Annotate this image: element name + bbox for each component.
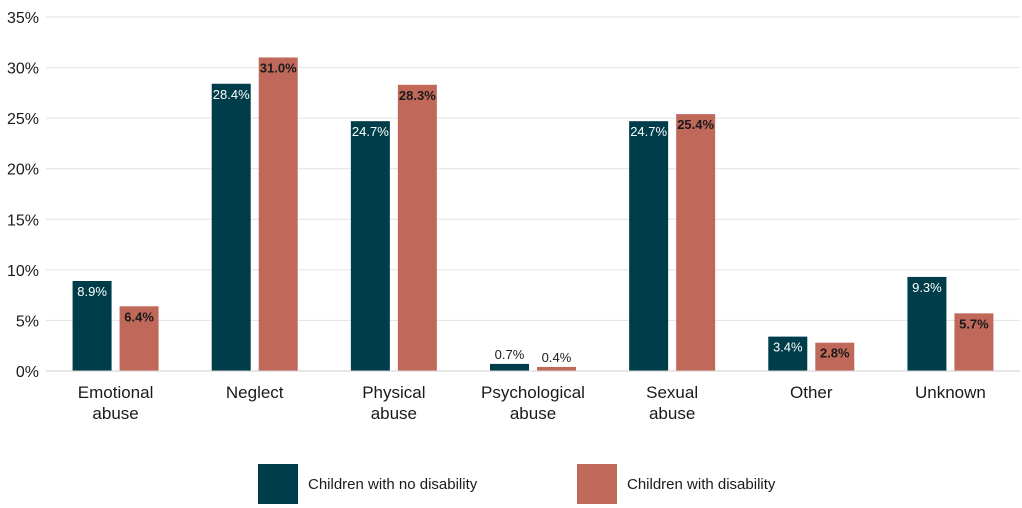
data-label: 24.7%	[352, 124, 389, 139]
bar-no-disability	[350, 121, 390, 371]
bar-with-disability	[537, 366, 576, 371]
data-label: 3.4%	[773, 340, 803, 355]
data-label: 28.3%	[399, 88, 436, 103]
x-tick-label: Psychological	[481, 383, 585, 402]
data-label: 24.7%	[630, 124, 667, 139]
legend-item-with-disability: Children with disability	[577, 464, 775, 504]
data-label: 5.7%	[959, 316, 989, 331]
y-tick-label: 20%	[7, 162, 39, 179]
bar-with-disability	[954, 313, 994, 371]
y-tick-label: 10%	[7, 263, 39, 280]
data-label: 6.4%	[124, 309, 154, 324]
y-tick-label: 15%	[7, 212, 39, 229]
y-tick-label: 35%	[7, 10, 39, 27]
x-tick-label: Sexual	[646, 383, 698, 402]
data-label: 31.0%	[260, 60, 297, 75]
data-label: 25.4%	[677, 117, 714, 132]
data-label: 9.3%	[912, 280, 942, 295]
legend-swatch-with-disability	[577, 464, 617, 504]
y-tick-label: 0%	[16, 364, 39, 381]
x-tick-label: abuse	[510, 404, 556, 423]
bar-no-disability	[768, 336, 808, 371]
y-tick-label: 30%	[7, 61, 39, 78]
x-tick-label: abuse	[649, 404, 695, 423]
bar-no-disability	[490, 363, 529, 371]
bar-with-disability	[815, 342, 855, 371]
x-tick-label: Emotional	[78, 383, 154, 402]
data-label: 2.8%	[820, 346, 850, 361]
legend-swatch-no-disability	[258, 464, 298, 504]
bar-with-disability	[119, 306, 159, 371]
bar-with-disability	[676, 114, 716, 372]
data-label: 8.9%	[77, 284, 107, 299]
bar-chart: 0% 5% 10% 15% 20% 25% 30% 35% 8.9% 6.4% Emotional a…	[7, 10, 1020, 423]
y-tick-label: 5%	[16, 313, 39, 330]
bar-with-disability	[258, 57, 298, 371]
x-tick-label: Other	[790, 383, 833, 402]
bar-no-disability	[629, 121, 669, 371]
bar-with-disability	[397, 84, 437, 371]
data-label: 28.4%	[213, 87, 250, 102]
x-tick-label: Physical	[362, 383, 425, 402]
data-label: 0.4%	[542, 350, 572, 365]
y-tick-label: 25%	[7, 111, 39, 128]
bar-no-disability	[907, 276, 947, 371]
bar-no-disability	[211, 83, 251, 372]
x-tick-label: abuse	[371, 404, 417, 423]
data-label: 0.7%	[495, 347, 525, 362]
legend-item-no-disability: Children with no disability	[258, 464, 477, 504]
legend-label-with-disability: Children with disability	[627, 475, 776, 493]
x-tick-label: abuse	[92, 404, 138, 423]
legend-label-no-disability: Children with no disability	[308, 475, 478, 493]
x-tick-label: Unknown	[915, 383, 986, 402]
bar-no-disability	[72, 280, 112, 371]
x-tick-label: Neglect	[226, 383, 284, 402]
